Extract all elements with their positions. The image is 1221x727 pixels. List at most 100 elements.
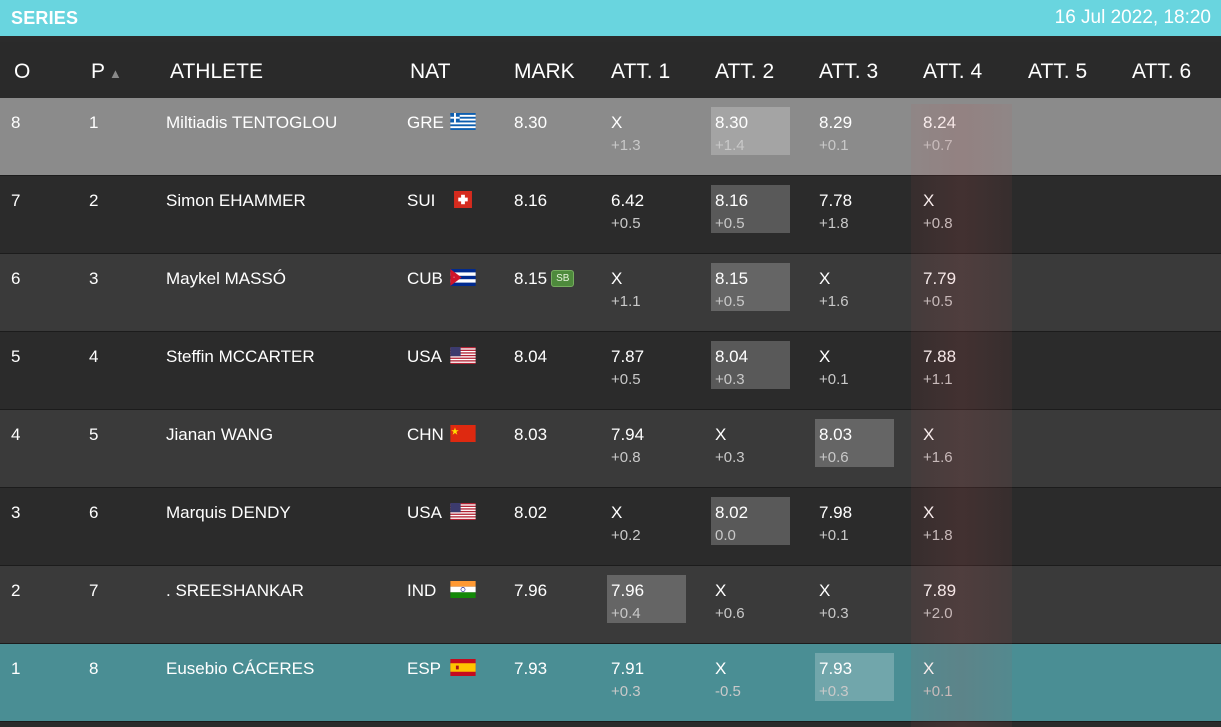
attempt-mark: 7.94 xyxy=(611,425,645,444)
mark-cell: 8.04 xyxy=(514,347,547,367)
place-cell: 3 xyxy=(89,269,99,288)
attempt-4-cell: 8.24 +0.7 xyxy=(919,107,998,155)
attempt-3-cell: 7.93 +0.3 xyxy=(815,653,894,701)
attempt-1-cell: 7.87 +0.5 xyxy=(607,341,686,389)
table-row[interactable]: 7 2 Simon EHAMMER SUI 8.16 6.42 +0.5 8.16 +0.5 7.… xyxy=(0,176,1221,254)
athlete-name: Miltiadis TENTOGLOU xyxy=(166,113,338,132)
order-cell: 7 xyxy=(11,191,21,210)
place-cell: 7 xyxy=(89,581,99,600)
attempt-2-cell: 8.15 +0.5 xyxy=(711,263,790,311)
attempt-mark: X xyxy=(715,581,727,600)
attempt-2-cell: X -0.5 xyxy=(711,653,790,701)
attempt-wind: +0.3 xyxy=(611,683,641,700)
table-row[interactable]: 1 8 Eusebio CÁCERES ESP 7.93 7.91 +0.3 X -0.5 7.9… xyxy=(0,644,1221,722)
nat-code: SUI xyxy=(407,191,436,210)
attempt-wind: +0.3 xyxy=(819,683,849,700)
col-att3[interactable]: ATT. 3 xyxy=(819,60,879,83)
athlete-name: Marquis DENDY xyxy=(166,503,291,522)
col-att4[interactable]: ATT. 4 xyxy=(923,60,983,83)
table-row[interactable]: 5 4 Steffin MCCARTER USA 8.04 7.87 +0.5 8.04 +0.… xyxy=(0,332,1221,410)
mark-value: 8.04 xyxy=(514,347,548,366)
col-nat[interactable]: NAT xyxy=(410,60,451,83)
mark-cell: 8.03 xyxy=(514,425,547,445)
attempt-1-cell: 6.42 +0.5 xyxy=(607,185,686,233)
order-cell: 2 xyxy=(11,581,21,600)
attempt-mark: 8.29 xyxy=(819,113,853,132)
attempt-mark: 7.91 xyxy=(611,659,645,678)
col-att6[interactable]: ATT. 6 xyxy=(1132,60,1192,83)
attempt-mark: X xyxy=(715,659,727,678)
attempt-wind: +1.1 xyxy=(923,371,953,388)
attempt-mark: X xyxy=(923,425,935,444)
event-datetime: 16 Jul 2022, 18:20 xyxy=(1054,7,1211,28)
order-cell: 1 xyxy=(11,659,21,678)
attempt-1-cell: 7.94 +0.8 xyxy=(607,419,686,467)
attempt-mark: 7.93 xyxy=(819,659,853,678)
attempt-mark: X xyxy=(819,581,831,600)
attempt-mark: 8.02 xyxy=(715,503,749,522)
col-place[interactable]: P ▲ xyxy=(91,60,122,84)
attempt-wind: +0.1 xyxy=(819,527,849,544)
place-cell: 5 xyxy=(89,425,99,444)
switzerland-flag-icon xyxy=(450,191,476,208)
nat-code: CHN xyxy=(407,425,444,444)
attempt-2-cell: 8.04 +0.3 xyxy=(711,341,790,389)
nat-code: GRE xyxy=(407,113,444,132)
table-row[interactable]: 6 3 Maykel MASSÓ CUB 8.15 SB X +1.1 8.15 +0.5 X +1.… xyxy=(0,254,1221,332)
attempt-mark: X xyxy=(819,347,831,366)
table-row[interactable]: 2 7 . SREESHANKAR IND 7.96 7.96 +0.4 X +0.6 X +0.3… xyxy=(0,566,1221,644)
attempt-1-cell: X +1.1 xyxy=(607,263,686,311)
col-order[interactable]: O xyxy=(14,60,31,83)
greece-flag-icon xyxy=(450,113,476,130)
athlete-name: Steffin MCCARTER xyxy=(166,347,315,366)
table-row[interactable]: 8 1 Miltiadis TENTOGLOU GRE 8.30 X +1.3 8.30 +1.… xyxy=(0,98,1221,176)
attempt-1-cell: X +1.3 xyxy=(607,107,686,155)
china-flag-icon xyxy=(450,425,476,442)
mark-value: 7.96 xyxy=(514,581,548,600)
attempt-4-cell: 7.79 +0.5 xyxy=(919,263,998,311)
place-cell: 8 xyxy=(89,659,99,678)
table-row[interactable]: 4 5 Jianan WANG CHN 8.03 7.94 +0.8 X +0.3 8.03 +0.… xyxy=(0,410,1221,488)
athlete-name: . SREESHANKAR xyxy=(166,581,304,600)
col-athlete[interactable]: ATHLETE xyxy=(170,60,263,83)
col-att2[interactable]: ATT. 2 xyxy=(715,60,775,83)
attempt-wind: +0.3 xyxy=(715,449,745,466)
mark-cell: 8.02 xyxy=(514,503,547,523)
attempt-mark: 7.88 xyxy=(923,347,957,366)
mark-cell: 8.30 xyxy=(514,113,547,133)
athlete-name: Jianan WANG xyxy=(166,425,274,444)
attempt-mark: X xyxy=(923,659,935,678)
attempt-4-cell: X +0.1 xyxy=(919,653,998,701)
mark-value: 8.30 xyxy=(514,113,548,132)
attempt-wind: +0.4 xyxy=(611,605,641,622)
col-att1[interactable]: ATT. 1 xyxy=(611,60,671,83)
attempt-4-cell: X +1.6 xyxy=(919,419,998,467)
attempt-4-cell: 7.88 +1.1 xyxy=(919,341,998,389)
attempt-wind: +0.6 xyxy=(715,605,745,622)
place-cell: 4 xyxy=(89,347,99,366)
attempt-2-cell: X +0.3 xyxy=(711,419,790,467)
attempt-1-cell: X +0.2 xyxy=(607,497,686,545)
athlete-name: Eusebio CÁCERES xyxy=(166,659,315,678)
nat-code: IND xyxy=(407,581,437,600)
attempt-4-cell: X +0.8 xyxy=(919,185,998,233)
order-cell: 8 xyxy=(11,113,21,132)
attempt-wind: -0.5 xyxy=(715,683,741,700)
mark-cell: 7.93 xyxy=(514,659,547,679)
attempt-wind: +0.3 xyxy=(715,371,745,388)
col-mark[interactable]: MARK xyxy=(514,60,575,83)
spain-flag-icon xyxy=(450,659,476,676)
table-row[interactable]: 3 6 Marquis DENDY USA 8.02 X +0.2 8.02 0.0 7.98 +0… xyxy=(0,488,1221,566)
col-place-label: P xyxy=(91,60,106,83)
col-att5[interactable]: ATT. 5 xyxy=(1028,60,1088,83)
attempt-3-cell: X +0.1 xyxy=(815,341,894,389)
results-table: 8 1 Miltiadis TENTOGLOU GRE 8.30 X +1.3 8.30 +1.… xyxy=(0,98,1221,722)
nat-code: CUB xyxy=(407,269,443,288)
cuba-flag-icon xyxy=(450,269,476,286)
attempt-4-cell: X +1.8 xyxy=(919,497,998,545)
attempt-mark: X xyxy=(923,503,935,522)
place-cell: 6 xyxy=(89,503,99,522)
order-cell: 6 xyxy=(11,269,21,288)
mark-value: 8.03 xyxy=(514,425,548,444)
nat-code: ESP xyxy=(407,659,442,678)
